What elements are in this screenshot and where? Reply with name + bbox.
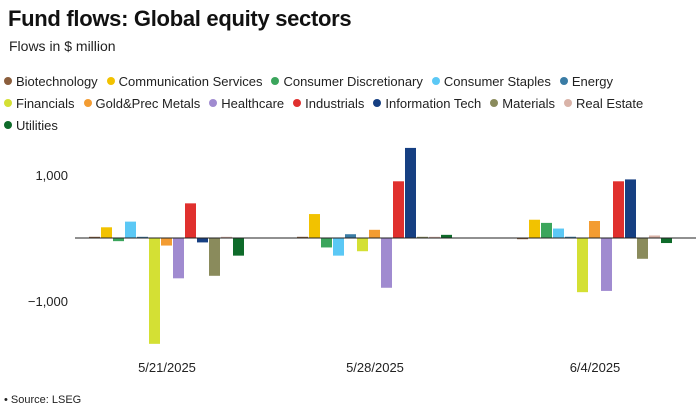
- legend-item: Information Tech: [373, 94, 481, 112]
- bar: [441, 234, 452, 238]
- legend-item: Gold&Prec Metals: [83, 94, 201, 112]
- legend-label: Energy: [571, 73, 614, 89]
- bar: [517, 238, 528, 240]
- bar: [149, 238, 160, 344]
- legend-label: Gold&Prec Metals: [95, 95, 201, 111]
- bar: [553, 228, 564, 238]
- legend-label: Healthcare: [221, 95, 285, 111]
- chart-title: Fund flows: Global equity sectors: [8, 6, 352, 31]
- bar: [613, 181, 624, 238]
- bar: [297, 236, 308, 238]
- legend-swatch: [106, 77, 115, 85]
- bar: [625, 179, 636, 238]
- x-category-label: 5/21/2025: [138, 360, 196, 375]
- legend-label: Industrials: [305, 95, 365, 111]
- bar: [333, 238, 344, 256]
- legend-item: Energy: [559, 72, 614, 90]
- bar: [309, 214, 320, 238]
- bar: [381, 238, 392, 288]
- legend-label: Materials: [502, 95, 556, 111]
- bar: [221, 236, 232, 238]
- legend-label: Communication Services: [118, 73, 263, 89]
- y-tick-label: 1,000: [35, 168, 68, 183]
- legend-swatch: [373, 99, 382, 107]
- legend-item: Consumer Discretionary: [271, 72, 423, 90]
- legend-label: Biotechnology: [16, 73, 98, 89]
- legend-label: Consumer Discretionary: [283, 73, 423, 89]
- bar: [429, 236, 440, 238]
- bar: [137, 236, 148, 238]
- bar: [577, 238, 588, 293]
- legend: Biotechnology Communication Services Consu…: [4, 72, 696, 134]
- legend-label: Real Estate: [576, 95, 644, 111]
- x-category-label: 6/4/2025: [570, 360, 621, 375]
- bar: [89, 236, 100, 238]
- legend-swatch: [4, 121, 12, 129]
- legend-item: Biotechnology: [4, 72, 98, 90]
- legend-swatch: [4, 77, 12, 85]
- legend-label: Consumer Staples: [443, 73, 551, 89]
- legend-swatch: [564, 99, 573, 107]
- legend-label: Information Tech: [385, 95, 482, 111]
- legend-item: Materials: [490, 94, 555, 112]
- bar: [125, 221, 136, 238]
- bar: [113, 238, 124, 242]
- chart-subtitle: Flows in $ million: [9, 38, 116, 54]
- legend-swatch: [209, 99, 218, 107]
- legend-swatch: [4, 99, 12, 107]
- bar: [185, 203, 196, 238]
- bar: [393, 181, 404, 238]
- legend-swatch: [271, 77, 280, 85]
- bar: [101, 227, 112, 238]
- source-note: • Source: LSEG: [4, 394, 82, 406]
- bar: [233, 238, 244, 256]
- legend-swatch: [559, 77, 568, 85]
- legend-swatch: [293, 99, 302, 107]
- bar: [417, 236, 428, 238]
- legend-swatch: [490, 99, 499, 107]
- legend-swatch: [431, 77, 440, 85]
- legend-swatch: [83, 99, 92, 107]
- bar: [565, 236, 576, 238]
- bar: [405, 147, 416, 238]
- legend-item: Financials: [4, 94, 75, 112]
- bar: [637, 238, 648, 259]
- bar: [649, 235, 660, 238]
- bar: [369, 229, 380, 238]
- legend-item: Communication Services: [106, 72, 263, 90]
- bar: [541, 222, 552, 238]
- bar: [661, 238, 672, 244]
- legend-item: Real Estate: [564, 94, 643, 112]
- legend-item: Industrials: [293, 94, 364, 112]
- bar: [601, 238, 612, 291]
- legend-label: Utilities: [16, 117, 58, 133]
- bar: [357, 238, 368, 252]
- legend-item: Consumer Staples: [431, 72, 551, 90]
- bar: [321, 238, 332, 248]
- bar: [197, 238, 208, 243]
- bar: [173, 238, 184, 279]
- bar: [161, 238, 172, 246]
- legend-item: Utilities: [4, 116, 58, 134]
- y-tick-label: −1,000: [28, 294, 68, 309]
- bar: [529, 219, 540, 238]
- bar: [209, 238, 220, 276]
- bar: [589, 220, 600, 238]
- legend-label: Financials: [16, 95, 75, 111]
- x-category-label: 5/28/2025: [346, 360, 404, 375]
- bar: [345, 234, 356, 238]
- legend-item: Healthcare: [209, 94, 284, 112]
